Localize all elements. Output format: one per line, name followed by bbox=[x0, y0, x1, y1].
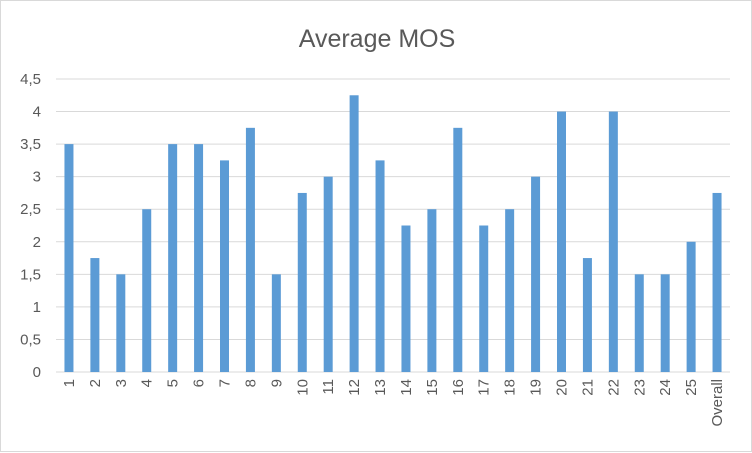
bar bbox=[634, 274, 644, 372]
x-tick-label: 16 bbox=[450, 379, 467, 396]
chart-title: Average MOS bbox=[299, 25, 456, 53]
x-tick-label: 21 bbox=[579, 379, 596, 396]
bar bbox=[531, 176, 541, 372]
x-tick-label: 2 bbox=[87, 379, 104, 387]
y-tick-label: 3 bbox=[33, 169, 41, 186]
x-tick-label: 22 bbox=[605, 379, 622, 396]
y-tick-label: 0,5 bbox=[20, 331, 41, 348]
bar bbox=[582, 258, 592, 372]
bar bbox=[453, 127, 463, 372]
x-tick-label: 3 bbox=[113, 379, 130, 387]
gridlines bbox=[56, 78, 730, 373]
x-tick-label: 10 bbox=[294, 379, 311, 396]
y-axis-ticks: 0 0,5 1 1,5 2 2,5 3 3,5 4 4,5 bbox=[20, 71, 41, 381]
bar bbox=[64, 144, 74, 372]
bar bbox=[168, 144, 178, 372]
bar bbox=[608, 111, 618, 373]
y-tick-label: 4 bbox=[33, 104, 41, 121]
y-tick-label: 2,5 bbox=[20, 201, 41, 218]
x-tick-label: 14 bbox=[398, 379, 415, 396]
x-axis-ticks: 1 2 3 4 5 6 7 8 9 10 11 12 13 14 15 16 17 18 19 20 21 22 23 24 2… bbox=[61, 379, 726, 427]
x-tick-label: 24 bbox=[657, 379, 674, 396]
x-tick-label: 12 bbox=[346, 379, 363, 396]
x-tick-label: 11 bbox=[320, 379, 337, 395]
x-tick-label: 13 bbox=[372, 379, 389, 396]
bar bbox=[375, 160, 385, 372]
bar bbox=[297, 192, 307, 372]
bar bbox=[271, 274, 281, 372]
y-tick-label: 4,5 bbox=[20, 71, 41, 88]
x-tick-label: 15 bbox=[424, 379, 441, 396]
x-tick-label: Overall bbox=[709, 379, 726, 427]
bar bbox=[194, 144, 204, 372]
bar bbox=[427, 209, 437, 372]
bars bbox=[64, 95, 722, 373]
x-tick-label: 4 bbox=[139, 379, 156, 387]
bar bbox=[323, 176, 333, 372]
bar bbox=[479, 225, 489, 372]
bar bbox=[220, 160, 229, 372]
x-tick-label: 8 bbox=[242, 379, 259, 387]
x-tick-label: 17 bbox=[476, 379, 493, 396]
bar bbox=[660, 274, 670, 372]
bar bbox=[142, 209, 152, 372]
x-tick-label: 9 bbox=[268, 379, 285, 387]
bar bbox=[712, 192, 722, 372]
bar bbox=[686, 241, 696, 372]
x-tick-label: 19 bbox=[528, 379, 545, 396]
x-tick-label: 23 bbox=[631, 379, 648, 396]
x-tick-label: 5 bbox=[165, 379, 182, 387]
x-tick-label: 18 bbox=[502, 379, 519, 396]
y-tick-label: 1,5 bbox=[20, 266, 41, 283]
x-tick-label: 1 bbox=[61, 379, 78, 387]
bar bbox=[245, 127, 255, 372]
bar bbox=[505, 209, 515, 372]
bar bbox=[90, 258, 100, 372]
bar bbox=[116, 274, 126, 372]
bar bbox=[557, 111, 566, 373]
y-tick-label: 3,5 bbox=[20, 136, 41, 153]
bar bbox=[349, 95, 359, 373]
x-tick-label: 7 bbox=[217, 379, 234, 387]
y-tick-label: 0 bbox=[33, 364, 41, 381]
y-tick-label: 1 bbox=[33, 299, 41, 316]
x-tick-label: 6 bbox=[191, 379, 208, 387]
bar bbox=[401, 225, 411, 372]
x-tick-label: 25 bbox=[683, 379, 700, 396]
x-tick-label: 20 bbox=[554, 379, 571, 396]
y-tick-label: 2 bbox=[33, 234, 41, 251]
